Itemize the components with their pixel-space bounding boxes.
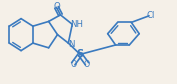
Text: Cl: Cl xyxy=(147,11,155,20)
Text: S: S xyxy=(76,49,84,59)
Text: N: N xyxy=(68,40,75,49)
Text: NH: NH xyxy=(70,20,83,29)
Text: O: O xyxy=(53,2,60,11)
Text: O: O xyxy=(70,60,76,69)
Text: O: O xyxy=(84,60,90,69)
